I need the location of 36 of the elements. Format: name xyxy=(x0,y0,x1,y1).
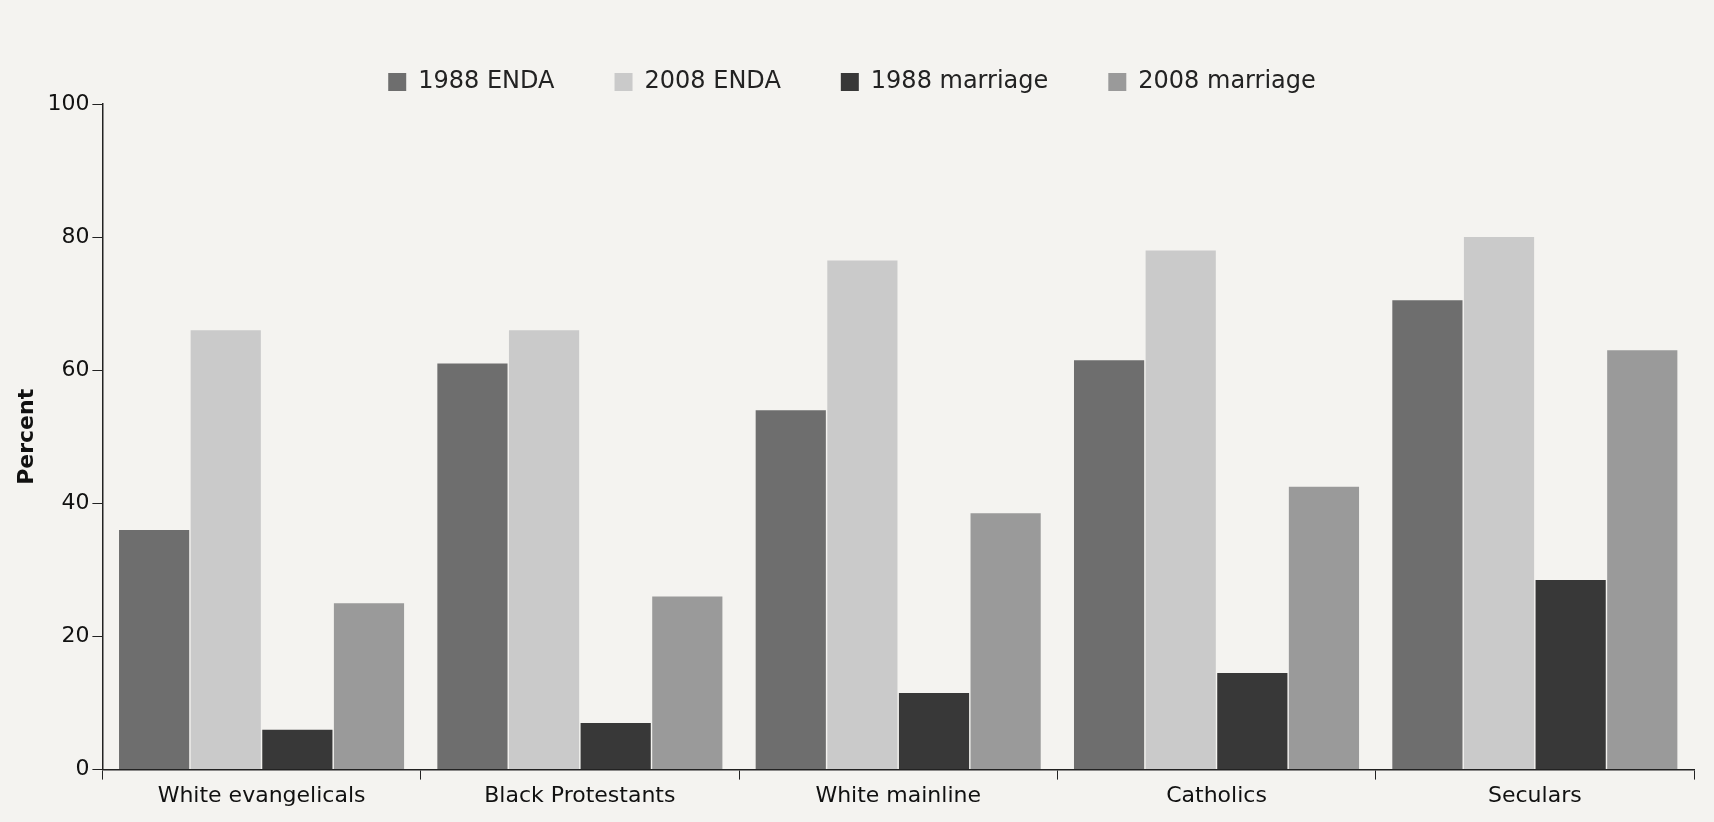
y-tick-label: 0 xyxy=(75,755,90,781)
x-tick-label: White mainline xyxy=(815,781,982,807)
bar xyxy=(1463,237,1535,770)
y-tick-label: 20 xyxy=(61,622,90,648)
bar xyxy=(1535,579,1606,770)
bar xyxy=(1288,486,1360,770)
bar xyxy=(1073,360,1145,770)
bar xyxy=(580,723,651,770)
bar xyxy=(652,596,723,770)
bar xyxy=(970,513,1041,770)
y-tick-label: 40 xyxy=(61,489,90,515)
bar xyxy=(190,330,261,770)
y-tick-label: 80 xyxy=(61,222,90,248)
y-tick-label: 100 xyxy=(47,89,90,115)
legend-label: 2008 marriage xyxy=(1138,66,1316,95)
bar xyxy=(755,410,826,770)
x-tick-label: White evangelicals xyxy=(157,781,366,807)
bar xyxy=(827,260,898,770)
bar xyxy=(1392,300,1463,770)
x-tick-label: Catholics xyxy=(1166,781,1267,807)
x-tick-label: Black Protestants xyxy=(484,781,676,807)
bar xyxy=(1217,673,1288,770)
legend-label: 2008 ENDA xyxy=(644,66,782,95)
bar xyxy=(333,603,405,770)
bar xyxy=(1607,350,1678,770)
bar xyxy=(508,330,580,770)
bar xyxy=(898,693,970,770)
y-tick-label: 60 xyxy=(61,355,90,381)
legend-label: 1988 marriage xyxy=(870,66,1049,95)
bar xyxy=(1145,250,1216,770)
bar xyxy=(262,729,333,770)
x-tick-label: Seculars xyxy=(1488,781,1582,807)
bar xyxy=(437,363,508,770)
legend-label: 1988 ENDA xyxy=(418,66,556,95)
bar xyxy=(119,529,190,770)
y-axis-title: Percent xyxy=(12,388,38,485)
